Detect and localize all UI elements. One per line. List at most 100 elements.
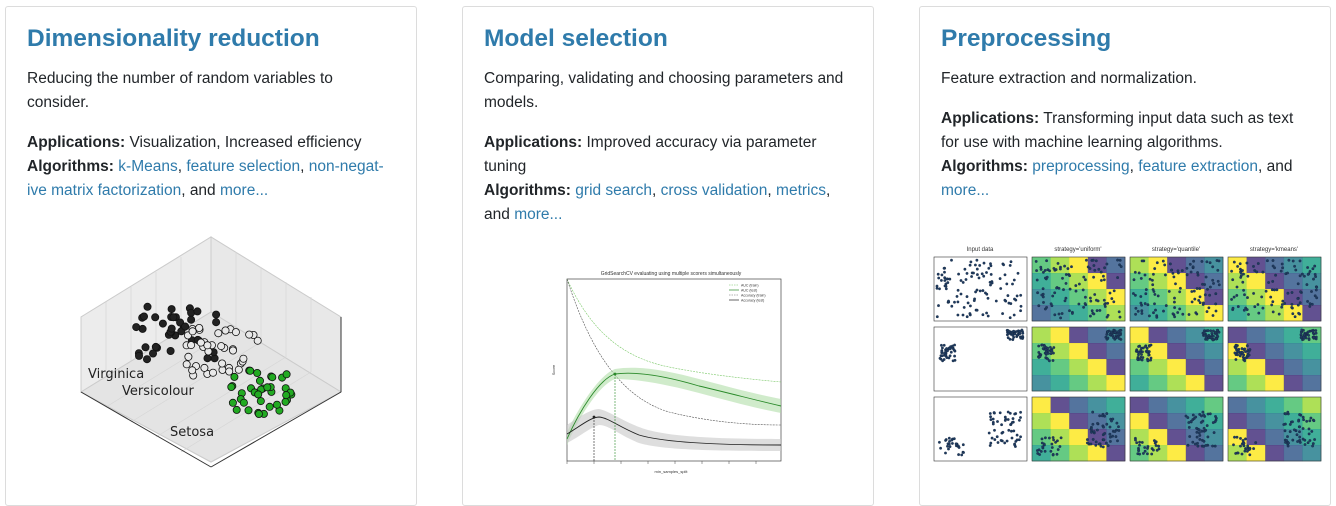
scatter-point [141,343,150,352]
scatter-point [254,409,263,418]
scatter-point [231,328,240,337]
scatter-point [245,330,254,339]
scatter-point [268,373,277,382]
card-details: Applications: Improved accuracy via para… [484,134,831,223]
column-title-kmeans: strategy='kmeans' [1250,247,1298,253]
y-axis-label: Score [551,364,556,375]
scatter-point [167,305,176,314]
label-versicolour: Versicolour [122,384,195,399]
link-more[interactable]: more... [514,206,563,223]
scatter-point [143,355,152,364]
scatter-point [282,391,291,400]
link-grid-search[interactable]: grid search [575,182,652,199]
panel [1227,326,1322,392]
scatter-point [244,406,253,415]
scatter-point [253,336,262,345]
link-feature-selection[interactable]: feature selection [186,158,301,175]
applications-text: Transforming input data such as text for… [941,110,1294,151]
iris-3d-plot[interactable]: Virginica Versicolour Setosa [76,232,366,482]
link-nmf[interactable]: non-negat-ive matrix factorization [27,158,384,199]
scatter-point [200,363,209,372]
scatter-point [167,324,176,333]
panel [1031,256,1126,322]
scatter-point [188,327,197,336]
card-description: Comparing, validating and choosing param… [484,70,844,111]
x-axis-label: min_samples_split [655,469,689,474]
scatter-point [239,354,248,363]
panel [933,396,1028,462]
link-cross-validation[interactable]: cross validation [660,182,768,199]
scatter-point [188,366,197,375]
scatter-point [232,405,241,414]
discretization-grid[interactable]: Input data strategy='uniform' strategy='… [932,245,1326,465]
scatter-point [228,398,237,407]
link-k-means[interactable]: k-Means [118,158,178,175]
card-description: Reducing the number of random variables … [27,70,333,111]
panel [1031,326,1126,392]
column-title-quantile: strategy='quantile' [1152,247,1200,253]
scatter-point [195,324,204,333]
scatter-point [256,397,265,406]
scatter-point [151,342,160,351]
legend-auc-train: AUC (train) [741,284,759,288]
column-title-uniform: strategy='uniform' [1054,247,1101,253]
gridsearch-plot[interactable]: GridSearchCV evaluating using multiple s… [549,267,789,477]
card-model-selection: Model selection Comparing, validating an… [462,6,874,506]
scatter-point [187,341,196,350]
card-details: Applications: Visualization, Increased e… [27,134,384,199]
scatter-point [246,366,255,375]
scatter-point [253,368,262,377]
card-dimensionality-reduction: Dimensionality reduction Reducing the nu… [5,6,417,506]
scatter-point [203,354,212,363]
scatter-point [234,365,243,374]
scatter-point [221,326,230,335]
link-preprocessing[interactable]: preprocessing [1032,158,1130,175]
card-details: Applications: Transforming input data su… [941,110,1294,199]
scatter-point [230,372,239,381]
scatter-point [212,310,221,319]
scatter-point [140,312,149,321]
card-title[interactable]: Dimensionality reduction [27,25,320,52]
panel [1129,396,1224,462]
scatter-point [132,323,141,332]
link-metrics[interactable]: metrics [776,182,826,199]
panel [933,256,1028,322]
link-more[interactable]: more... [941,182,990,199]
scatter-point [169,313,178,322]
applications-text: Visualization, Increased efficiency [129,134,362,151]
column-title-input: Input data [967,247,994,253]
scatter-point [212,318,221,327]
scatter-point [217,342,226,351]
algorithms-label: Algorithms: [27,158,114,175]
applications-label: Applications: [941,110,1040,127]
link-more[interactable]: more... [220,182,269,199]
scatter-point [281,397,290,406]
scatter-point [182,360,191,369]
card-title[interactable]: Preprocessing [941,25,1112,52]
panel [1129,256,1224,322]
applications-label: Applications: [27,134,126,151]
algorithms-label: Algorithms: [484,182,571,199]
applications-label: Applications: [484,134,583,151]
panel [1227,396,1322,462]
link-feature-extraction[interactable]: feature extraction [1138,158,1259,175]
panel [933,326,1028,392]
plot-title: GridSearchCV evaluating using multiple s… [601,271,742,277]
card-title[interactable]: Model selection [484,25,668,52]
scatter-point [214,329,223,338]
scatter-point [181,322,190,331]
legend-auc-test: AUC (test) [741,289,757,293]
scatter-point [193,307,202,316]
scatter-point [187,315,196,324]
label-setosa: Setosa [170,425,214,440]
algorithms-label: Algorithms: [941,158,1028,175]
legend-acc-test: Accuracy (test) [741,299,764,303]
scatter-point [208,368,217,377]
scatter-point [135,351,144,360]
scatter-point [254,390,263,399]
scatter-point [149,349,158,358]
card-preprocessing: Preprocessing Feature extraction and nor… [919,6,1331,506]
scatter-point [255,376,264,385]
scatter-point [184,352,193,361]
scatter-point [282,370,291,379]
